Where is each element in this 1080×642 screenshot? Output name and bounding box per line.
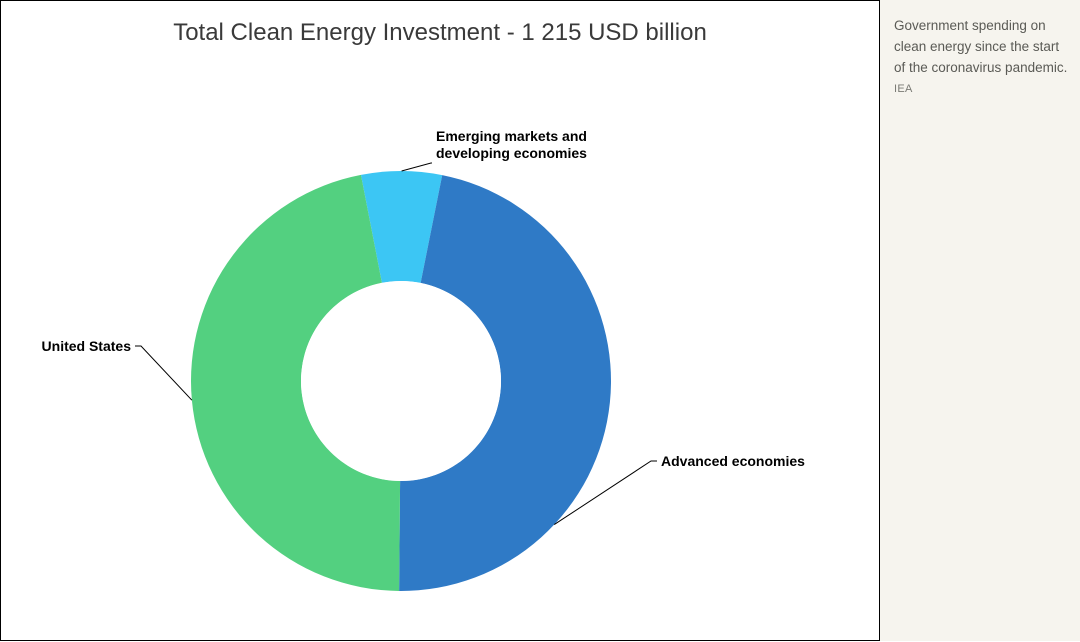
donut-hole [301,281,501,481]
caption-body: Government spending on clean energy sinc… [894,18,1067,75]
leader-united-states [135,346,192,400]
side-caption-panel: Government spending on clean energy sinc… [880,0,1080,641]
label-advanced-economies: Advanced economies [661,453,805,469]
label-united-states: United States [42,338,132,354]
leader-emerging-markets [402,163,432,171]
caption-text: Government spending on clean energy sinc… [894,16,1072,97]
chart-panel: Total Clean Energy Investment - 1 215 US… [0,0,880,641]
label-emerging-markets: Emerging markets anddeveloping economies [436,128,587,161]
caption-source: IEA [894,83,913,95]
donut-chart: Emerging markets anddeveloping economies… [1,1,881,642]
